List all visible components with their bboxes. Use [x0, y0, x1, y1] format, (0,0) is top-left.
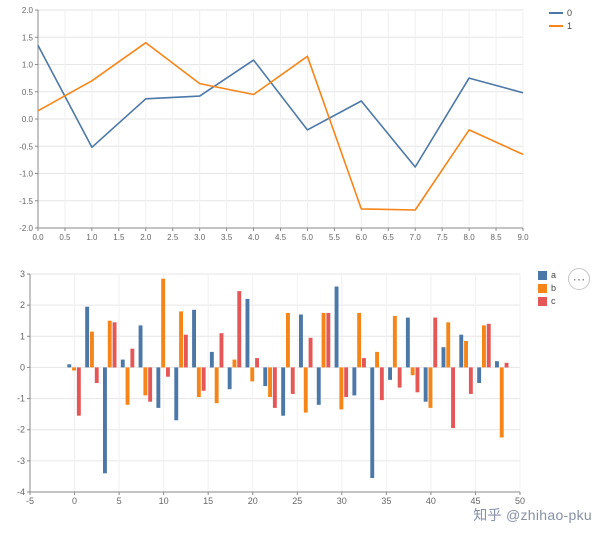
svg-text:25: 25	[292, 496, 302, 506]
legend-item-c[interactable]: c	[537, 296, 556, 306]
legend-label: 1	[566, 21, 572, 31]
square-swatch-c	[537, 296, 547, 306]
svg-text:0: 0	[72, 496, 77, 506]
legend-label: a	[550, 270, 556, 280]
line-chart-panel: -2.0 -1.5 -1.0 -0.5 0.0 0.5 1.0 1.5 2.0 0.0 0.5 1.0…	[0, 0, 600, 252]
svg-text:6.5: 6.5	[383, 233, 395, 242]
line-swatch-1	[548, 25, 563, 27]
svg-text:-5: -5	[26, 496, 34, 506]
svg-text:50: 50	[515, 496, 525, 506]
svg-text:5.0: 5.0	[302, 233, 314, 242]
legend-item-1[interactable]: 1	[548, 21, 572, 31]
svg-text:0: 0	[20, 362, 25, 372]
line-swatch-0	[548, 12, 563, 14]
watermark: 知乎 @zhihao-pku	[473, 507, 592, 523]
svg-text:7.5: 7.5	[437, 233, 449, 242]
svg-text:-2: -2	[17, 425, 25, 435]
legend-label: 0	[566, 8, 572, 18]
axes: -4 -3 -2 -1 0 1 2 3 -5 0 5 10 15 20 25 30 35 40 45 50	[17, 269, 525, 506]
svg-text:10: 10	[159, 496, 169, 506]
square-swatch-b	[537, 283, 547, 293]
bar-series	[67, 278, 509, 478]
legend-label: c	[550, 296, 556, 306]
legend-label: b	[550, 283, 556, 293]
legend-item-0[interactable]: 0	[548, 8, 572, 18]
svg-text:7.0: 7.0	[410, 233, 422, 242]
bar-chart: -4 -3 -2 -1 0 1 2 3 -5 0 5 10 15 20 25 30 35 40 45 50	[17, 269, 525, 506]
svg-text:2.0: 2.0	[140, 233, 152, 242]
svg-text:3.5: 3.5	[221, 233, 233, 242]
svg-text:3.0: 3.0	[194, 233, 206, 242]
svg-text:1.0: 1.0	[22, 61, 34, 70]
svg-text:9.0: 9.0	[517, 233, 529, 242]
svg-text:2.0: 2.0	[22, 6, 34, 15]
axes: -2.0 -1.5 -1.0 -0.5 0.0 0.5 1.0 1.5 2.0 0.0 0.5 1.0…	[19, 6, 529, 242]
svg-text:0.5: 0.5	[59, 233, 71, 242]
svg-text:2.5: 2.5	[167, 233, 179, 242]
legend-item-a[interactable]: a	[537, 270, 556, 280]
svg-text:8.5: 8.5	[490, 233, 502, 242]
svg-text:40: 40	[426, 496, 436, 506]
svg-text:30: 30	[337, 496, 347, 506]
chart-actions-button[interactable]: ⋯	[568, 268, 590, 290]
svg-text:1.0: 1.0	[86, 233, 98, 242]
svg-text:6.0: 6.0	[356, 233, 368, 242]
svg-text:8.0: 8.0	[464, 233, 476, 242]
svg-text:-0.5: -0.5	[19, 142, 33, 151]
svg-text:4.5: 4.5	[275, 233, 287, 242]
svg-text:4.0: 4.0	[248, 233, 260, 242]
line-series-0	[37, 45, 524, 168]
svg-text:0.5: 0.5	[22, 88, 34, 97]
svg-text:45: 45	[470, 496, 480, 506]
line-chart: -2.0 -1.5 -1.0 -0.5 0.0 0.5 1.0 1.5 2.0 0.0 0.5 1.0…	[19, 6, 529, 242]
svg-text:1: 1	[20, 331, 25, 341]
svg-text:35: 35	[381, 496, 391, 506]
svg-text:-1: -1	[17, 394, 25, 404]
svg-text:20: 20	[248, 496, 258, 506]
square-swatch-a	[537, 270, 547, 280]
svg-text:-1.0: -1.0	[19, 170, 33, 179]
svg-text:5: 5	[117, 496, 122, 506]
svg-text:0.0: 0.0	[32, 233, 44, 242]
svg-text:5.5: 5.5	[329, 233, 341, 242]
svg-text:-3: -3	[17, 456, 25, 466]
svg-text:-4: -4	[17, 487, 25, 497]
svg-text:-2.0: -2.0	[19, 224, 33, 233]
svg-text:-1.5: -1.5	[19, 197, 33, 206]
svg-text:3: 3	[20, 269, 25, 279]
svg-text:1.5: 1.5	[113, 233, 125, 242]
svg-text:1.5: 1.5	[22, 33, 34, 42]
svg-text:2: 2	[20, 300, 25, 310]
line-series-1	[37, 41, 524, 211]
svg-text:0.0: 0.0	[22, 115, 34, 124]
legend-item-b[interactable]: b	[537, 283, 556, 293]
svg-text:15: 15	[203, 496, 213, 506]
